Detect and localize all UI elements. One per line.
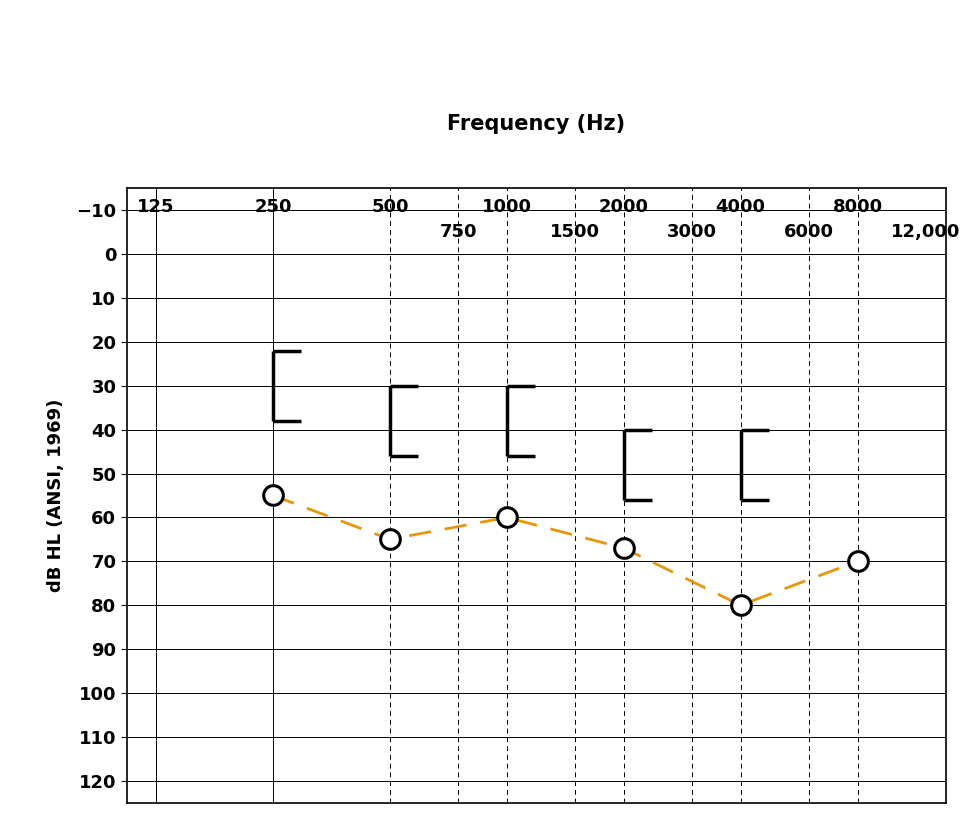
Point — [849, 554, 865, 568]
Title: Frequency (Hz): Frequency (Hz) — [448, 114, 625, 134]
Point — [733, 599, 749, 612]
Point — [382, 533, 398, 546]
Point — [499, 511, 515, 524]
Point — [616, 541, 632, 554]
Point — [265, 489, 281, 502]
Y-axis label: dB HL (ANSI, 1969): dB HL (ANSI, 1969) — [47, 399, 65, 592]
